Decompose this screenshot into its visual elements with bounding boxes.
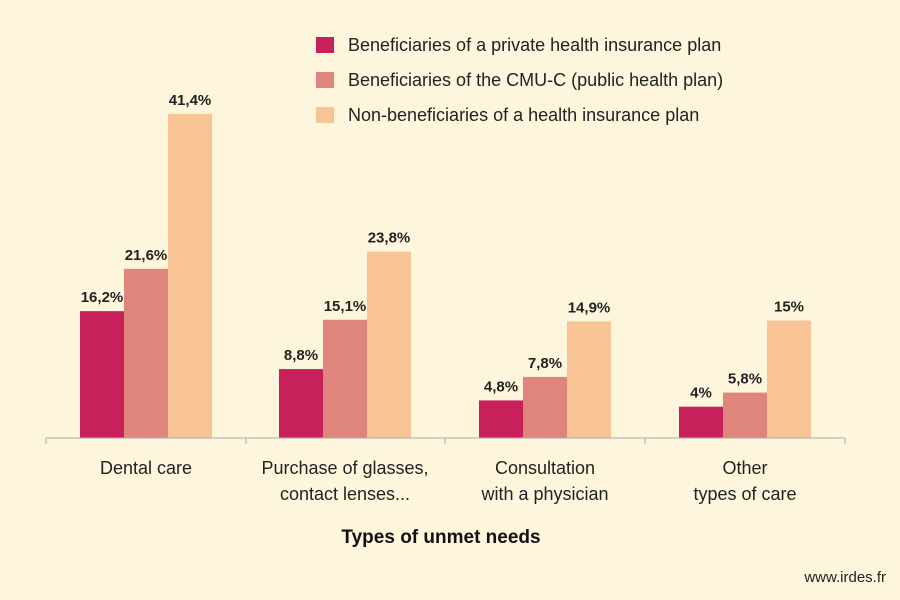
bar-series1-cat1 — [80, 311, 124, 438]
bar-series2-cat2 — [323, 319, 367, 438]
bar-series2-cat3 — [523, 376, 567, 438]
bar-value-label: 5,8% — [728, 371, 762, 388]
category-label: Consultation — [495, 458, 595, 478]
legend-entry: Non-beneficiaries of a health insurance … — [348, 105, 699, 125]
bar-value-label: 15,1% — [324, 298, 367, 315]
bar-value-label: 15% — [774, 299, 804, 316]
category-label: with a physician — [480, 484, 608, 504]
bar-series1-cat2 — [279, 369, 323, 438]
bar-value-label: 23,8% — [368, 230, 411, 247]
bar-value-label: 21,6% — [125, 247, 168, 264]
legend-swatch — [316, 107, 334, 123]
bar-series3-cat4 — [767, 320, 811, 438]
bar-value-label: 8,8% — [284, 347, 318, 364]
bar-value-label: 16,2% — [81, 289, 124, 306]
bar-series1-cat4 — [679, 406, 723, 438]
bar-value-label: 4,8% — [484, 378, 518, 395]
bar-labels: 16,2% 8,8% 4,8% 4% 21,6% 15,1% 7,8% 5,8% 41,4% 23… — [81, 92, 804, 402]
category-label: Purchase of glasses, — [261, 458, 428, 478]
bar-series3-cat3 — [567, 321, 611, 438]
legend: Beneficiaries of a private health insura… — [316, 35, 723, 125]
bar-value-label: 41,4% — [169, 92, 212, 109]
category-label: Other — [722, 458, 767, 478]
bar-value-label: 14,9% — [568, 299, 611, 316]
bar-series2-cat4 — [723, 392, 767, 438]
category-label: contact lenses... — [280, 484, 410, 504]
legend-swatch — [316, 37, 334, 53]
legend-entry: Beneficiaries of a private health insura… — [348, 35, 721, 55]
bar-series2-cat1 — [124, 268, 168, 438]
bar-series3-cat2 — [367, 251, 411, 438]
bars — [80, 113, 811, 438]
source-footer: www.irdes.fr — [804, 569, 886, 586]
legend-swatch — [316, 72, 334, 88]
legend-entry: Beneficiaries of the CMU-C (public healt… — [348, 70, 723, 90]
bar-value-label: 4% — [690, 385, 712, 402]
bar-series1-cat3 — [479, 400, 523, 438]
bar-value-label: 7,8% — [528, 355, 562, 372]
category-labels: Dental care Purchase of glasses, contact l… — [100, 458, 797, 504]
x-axis — [45, 437, 846, 444]
category-label: Dental care — [100, 458, 192, 478]
x-axis-title: Types of unmet needs — [341, 527, 540, 548]
category-label: types of care — [693, 484, 796, 504]
bar-series3-cat1 — [168, 113, 212, 438]
